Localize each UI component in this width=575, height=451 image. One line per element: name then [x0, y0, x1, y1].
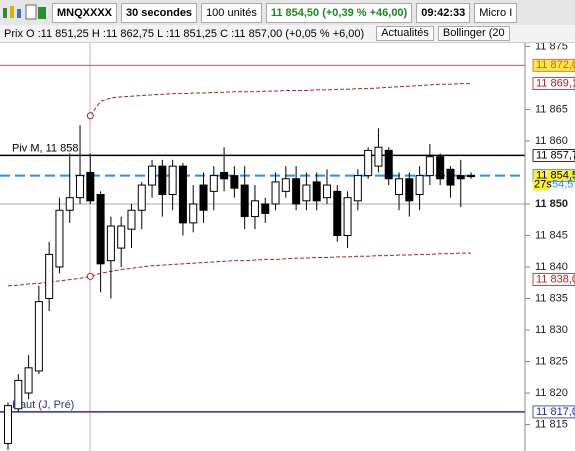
price-box [532, 58, 575, 72]
bollinger-band [89, 83, 472, 117]
candle-body [34, 301, 43, 372]
candle-body [302, 184, 311, 202]
symbol[interactable]: MNQXXXX [52, 2, 118, 23]
y-tick-label: 11 850 [535, 198, 568, 210]
candle-body [96, 194, 105, 265]
candle-body [199, 184, 208, 211]
candle-body [24, 367, 33, 394]
bollinger-band [7, 252, 472, 287]
clock: 09:42:33 [416, 2, 471, 23]
y-tick-label: 11 865 [535, 103, 568, 115]
price-box-label: 11 857,7 [536, 149, 575, 161]
indicator-button[interactable]: Bollinger (20 [437, 26, 510, 41]
units[interactable]: 100 unités [201, 2, 262, 23]
candle-body [158, 165, 167, 196]
y-tick-label: 11 830 [535, 324, 568, 336]
candle-body [127, 209, 136, 230]
candle-body [395, 178, 404, 196]
candle-body [374, 146, 383, 167]
candle-body [353, 175, 362, 202]
y-tick-label: 11 875 [535, 40, 568, 52]
candle-body [86, 171, 95, 202]
candle-body [467, 175, 476, 178]
countdown: 27s [534, 179, 552, 191]
candle-body [384, 149, 393, 180]
y-tick-label: 11 820 [535, 387, 568, 399]
candle-body [168, 165, 177, 196]
price-box-label: 11 872,0 [536, 59, 575, 71]
y-tick-label: 11 840 [535, 261, 568, 273]
candle-body [250, 200, 259, 218]
candle-body [364, 149, 373, 177]
price-box-label: 11 817,0 [536, 406, 575, 418]
candle-body [312, 181, 321, 202]
countdown-box [533, 178, 549, 191]
candle-body [281, 178, 290, 192]
price-box [532, 77, 575, 90]
quote: 11 854,50 (+0,39 % +46,00) [265, 2, 413, 23]
price-box-label: 11 869,1 [536, 77, 575, 89]
candle-body [333, 190, 342, 236]
candle-body [45, 253, 54, 299]
candle-body [292, 178, 301, 205]
candle-body [405, 178, 414, 202]
candle-body [261, 203, 270, 214]
candle-body [456, 175, 465, 180]
candle-body [209, 175, 218, 192]
candle-body [106, 225, 115, 262]
y-tick-label: 11 825 [535, 355, 568, 367]
candle-body [189, 203, 198, 224]
account[interactable]: Micro I [474, 2, 518, 23]
y-tick-label: 11 845 [535, 229, 568, 241]
price-box [532, 273, 575, 286]
info-bar: Prix O :11 851,25 H :11 862,75 L :11 851… [0, 25, 575, 43]
candle-body [271, 181, 280, 205]
candle-body [425, 156, 434, 177]
candle-body [76, 175, 85, 199]
interval[interactable]: 30 secondes [121, 2, 198, 23]
candle-body [415, 175, 424, 196]
candle-body [4, 405, 12, 444]
news-button[interactable]: Actualités [376, 26, 434, 41]
candle-body [230, 175, 239, 189]
candle-body [14, 379, 23, 410]
y-tick-label: 11 860 [535, 135, 568, 147]
band-marker [86, 112, 94, 120]
price-box-label: 11 854,5 [536, 170, 575, 182]
candle-body [178, 165, 187, 224]
toolbar: MNQXXXX 30 secondes 100 unités 11 854,50… [0, 0, 575, 26]
price-box [532, 149, 575, 162]
chart-icons[interactable] [0, 3, 48, 23]
price-box [532, 405, 575, 419]
candle-body [220, 171, 229, 180]
plot: Piv M, 11 858 Haut (J, Pré) [0, 42, 525, 451]
y-tick-label: 11 815 [535, 418, 568, 430]
candle-body [137, 184, 146, 211]
candle-body [240, 184, 249, 218]
candle-body [55, 209, 64, 268]
candle-body [117, 225, 126, 249]
price-box-label: 11 838,0 [536, 273, 575, 285]
level-label: Piv M, 11 858 [12, 142, 78, 154]
price-info: Prix O :11 851,25 H :11 862,75 L :11 851… [4, 27, 365, 40]
y-tick-label: 11 835 [535, 292, 568, 304]
candle-body [322, 184, 331, 199]
candle-body [65, 197, 74, 211]
level-label: Haut (J, Pré) [12, 399, 74, 411]
candle-body [446, 168, 455, 186]
candle-body [343, 197, 352, 236]
candle-body [148, 165, 157, 186]
countdown-price: 54,5 [552, 179, 573, 191]
band-marker [86, 272, 94, 280]
candle-body [436, 156, 445, 180]
